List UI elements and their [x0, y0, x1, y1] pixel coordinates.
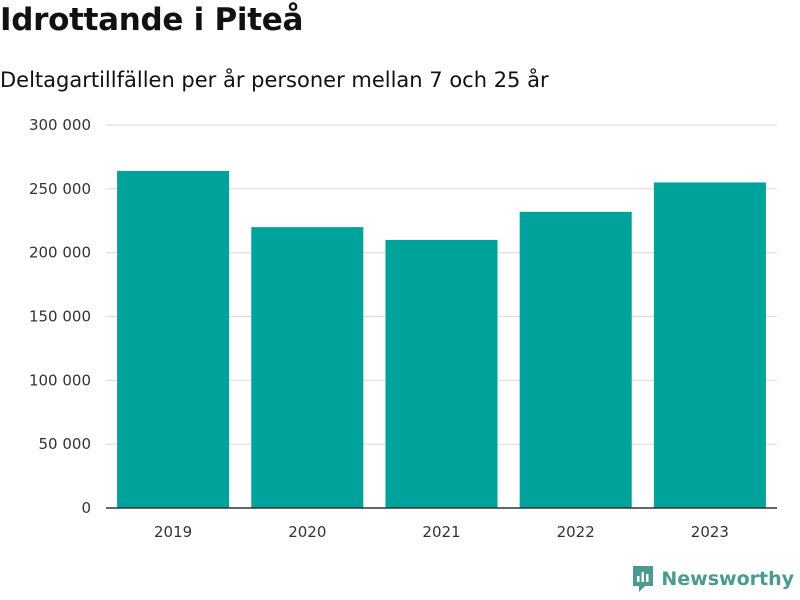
- bars: [117, 170, 766, 508]
- brand-logo: Newsworthy: [631, 564, 794, 594]
- y-tick-label: 250 000: [29, 180, 91, 198]
- y-tick-label: 200 000: [29, 244, 91, 262]
- y-tick-label: 0: [81, 499, 91, 517]
- y-tick-labels: 0 50 000 100 000 150 000 200 000 250 000 300 0…: [29, 116, 91, 517]
- bar-2021: [385, 239, 498, 508]
- x-tick-label: 2022: [557, 523, 595, 541]
- bar-2019: [117, 170, 230, 508]
- bar-2020: [251, 227, 364, 508]
- x-tick-label: 2023: [691, 523, 729, 541]
- y-tick-label: 150 000: [29, 308, 91, 326]
- newsworthy-logo-icon: [633, 566, 654, 592]
- bar-2022: [519, 211, 632, 508]
- y-tick-label: 300 000: [29, 116, 91, 134]
- brand-name: Newsworthy: [661, 568, 794, 590]
- bar-2023: [653, 182, 766, 508]
- chart-subtitle: Deltagartillfällen per år personer mella…: [0, 68, 549, 92]
- x-tick-label: 2020: [288, 523, 326, 541]
- x-tick-label: 2019: [154, 523, 192, 541]
- y-tick-label: 100 000: [29, 371, 91, 389]
- y-tick-label: 50 000: [39, 435, 92, 453]
- x-tick-label: 2021: [422, 523, 460, 541]
- chart-title: Idrottande i Piteå: [0, 2, 304, 38]
- x-tick-labels: 2019 2020 2021 2022 2023: [154, 523, 729, 541]
